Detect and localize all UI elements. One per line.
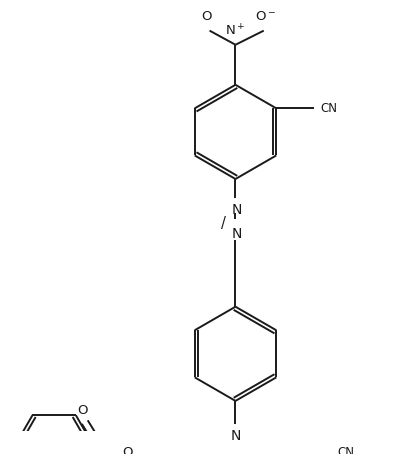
Text: O$^-$: O$^-$ <box>255 10 276 24</box>
Text: O: O <box>202 10 212 24</box>
Text: /: / <box>221 216 226 231</box>
Text: N: N <box>232 227 242 241</box>
Text: CN: CN <box>338 446 355 454</box>
Text: N: N <box>232 202 242 217</box>
Text: N: N <box>230 429 241 443</box>
Text: O: O <box>77 404 87 417</box>
Text: N$^+$: N$^+$ <box>225 23 246 39</box>
Text: O: O <box>123 446 133 454</box>
Text: CN: CN <box>320 102 338 115</box>
